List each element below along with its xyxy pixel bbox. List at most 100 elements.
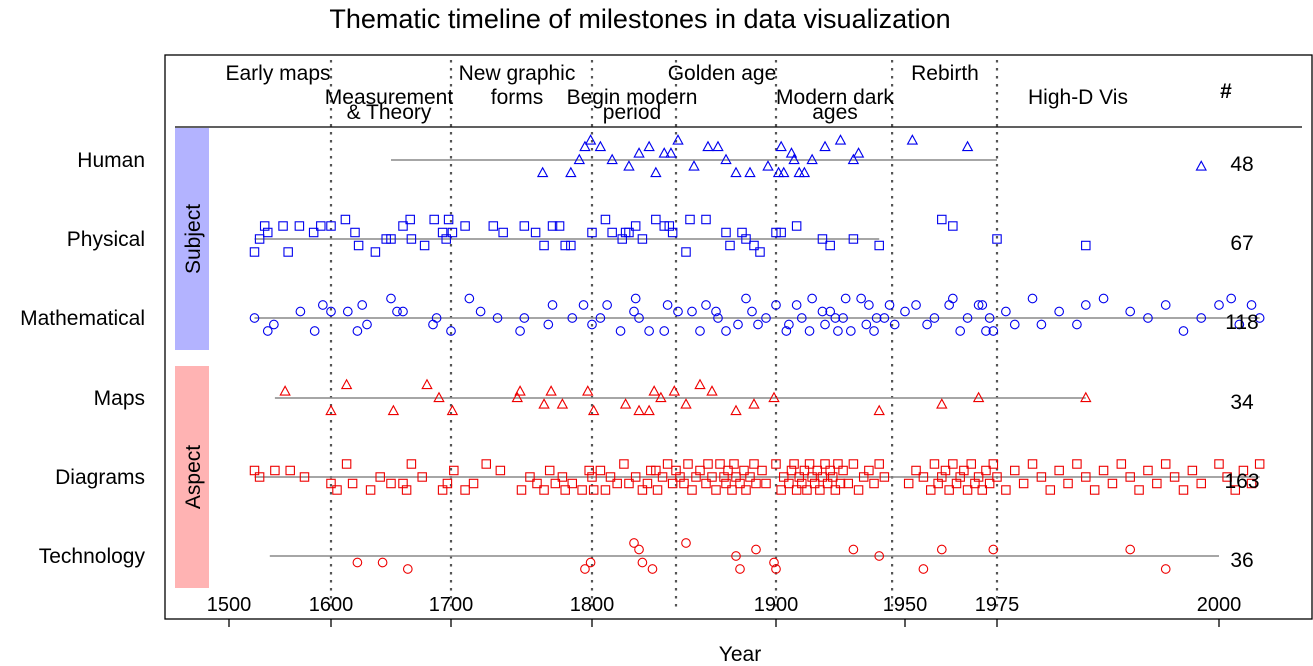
data-point [817, 306, 828, 317]
data-point [1222, 472, 1232, 482]
data-point [900, 306, 910, 317]
group-label-aspect: Aspect [182, 445, 205, 509]
data-point [762, 160, 774, 171]
data-point [861, 319, 872, 330]
data-point [822, 478, 833, 489]
count-physical: 67 [1230, 232, 1253, 255]
data-point [706, 385, 718, 396]
data-point [657, 472, 668, 482]
data-point [918, 472, 929, 482]
data-point [771, 227, 781, 238]
data-point [352, 326, 363, 336]
data-point [428, 319, 438, 330]
data-point [745, 472, 755, 482]
data-point [688, 160, 700, 171]
data-point [761, 478, 771, 489]
data-point [515, 326, 525, 336]
data-point [585, 557, 596, 568]
data-point [911, 300, 921, 310]
data-point [294, 221, 305, 231]
data-point [525, 472, 535, 482]
data-point [544, 465, 555, 476]
data-point [685, 214, 695, 225]
data-point [1214, 300, 1224, 310]
data-point [701, 300, 711, 310]
data-point [285, 465, 295, 476]
data-point [580, 564, 590, 574]
data-point [495, 465, 506, 476]
data-point [249, 313, 260, 323]
data-point [648, 385, 660, 396]
data-point [884, 300, 895, 310]
data-point [735, 478, 745, 489]
category-label-technology: Technology [39, 545, 146, 568]
x-tick-label: 1950 [883, 594, 928, 616]
x-tick-label: 2000 [1197, 594, 1242, 616]
data-point [1226, 293, 1237, 304]
count-maps: 34 [1230, 391, 1254, 414]
data-point [929, 313, 940, 323]
data-point [1254, 313, 1265, 323]
data-point [1178, 485, 1189, 495]
data-point [309, 326, 320, 336]
data-point [1098, 465, 1109, 476]
data-point [449, 465, 459, 476]
data-point [753, 319, 763, 330]
data-point [658, 147, 670, 158]
data-point [1178, 326, 1189, 336]
data-point [944, 300, 955, 310]
data-point [538, 398, 550, 409]
data-point [402, 564, 413, 574]
data-point [545, 385, 557, 396]
data-point [629, 538, 639, 548]
data-point [630, 472, 641, 482]
data-point [768, 391, 780, 403]
data-point [848, 544, 859, 555]
data-point [812, 465, 823, 476]
data-point [579, 140, 591, 152]
data-point [642, 478, 653, 489]
data-point [254, 472, 265, 482]
data-point [417, 472, 427, 482]
data-point [362, 319, 372, 330]
data-point [519, 221, 530, 231]
data-point [441, 234, 451, 244]
data-point [308, 227, 319, 238]
data-point [587, 319, 597, 330]
data-point [587, 227, 597, 238]
data-point [830, 485, 841, 495]
data-point [595, 313, 606, 323]
data-point [922, 319, 932, 330]
data-point [316, 221, 326, 231]
data-point [433, 391, 445, 403]
data-point [1027, 293, 1038, 304]
category-label-maps: Maps [94, 387, 145, 410]
data-point [727, 485, 737, 495]
data-point [992, 234, 1002, 244]
data-point [547, 300, 558, 310]
count-human: 48 [1230, 153, 1253, 176]
data-point [1027, 459, 1038, 469]
data-point [1196, 313, 1207, 323]
data-point [634, 313, 644, 323]
data-point [659, 221, 669, 231]
data-point [838, 313, 848, 323]
data-point [1195, 160, 1207, 171]
data-point [1063, 478, 1073, 489]
data-point [843, 478, 853, 489]
data-point [1254, 459, 1265, 469]
data-point [809, 478, 820, 489]
data-point [977, 300, 988, 310]
data-point [936, 398, 948, 409]
period-label: Rebirth [911, 62, 979, 85]
data-point [785, 147, 798, 158]
data-point [381, 234, 391, 244]
data-point [799, 465, 810, 476]
data-point [498, 227, 508, 238]
data-point [804, 326, 815, 336]
data-point [755, 247, 765, 257]
data-point [254, 234, 265, 244]
data-point [270, 465, 280, 476]
data-point [637, 485, 648, 495]
data-point [830, 313, 841, 323]
